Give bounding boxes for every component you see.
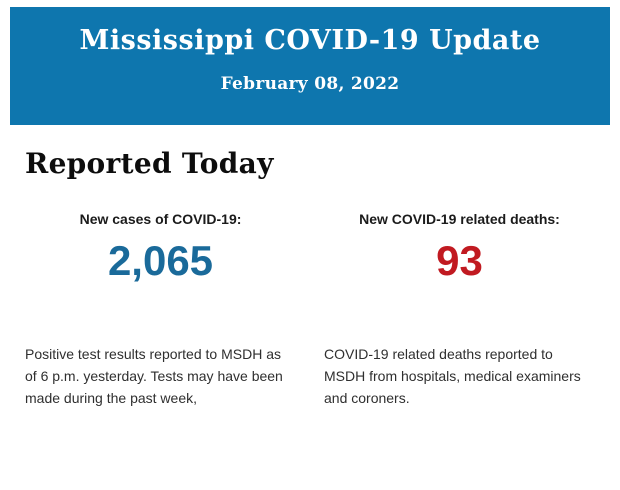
- page: Mississippi COVID-19 Update February 08,…: [0, 7, 620, 490]
- stat-new-deaths-description: COVID-19 related deaths reported to MSDH…: [324, 346, 581, 406]
- stat-new-deaths-value: 93: [436, 237, 483, 284]
- section-heading: Reported Today: [25, 147, 274, 180]
- header-title: Mississippi COVID-19 Update: [79, 25, 541, 56]
- stat-new-cases-value: 2,065: [107, 237, 214, 284]
- stat-new-deaths: New COVID-19 related deaths: 93 COVID-19…: [324, 211, 595, 409]
- stat-new-cases: New cases of COVID-19: 2,065 Positive te…: [25, 211, 296, 409]
- stat-new-deaths-label: New COVID-19 related deaths:: [359, 211, 560, 227]
- content-area: Reported Today New cases of COVID-19: 2,…: [0, 146, 620, 409]
- stat-new-cases-label: New cases of COVID-19:: [79, 211, 242, 227]
- stat-new-cases-description: Positive test results reported to MSDH a…: [25, 346, 283, 406]
- header-banner: Mississippi COVID-19 Update February 08,…: [10, 7, 610, 125]
- stats-grid: New cases of COVID-19: 2,065 Positive te…: [25, 211, 595, 409]
- header-date: February 08, 2022: [220, 74, 400, 94]
